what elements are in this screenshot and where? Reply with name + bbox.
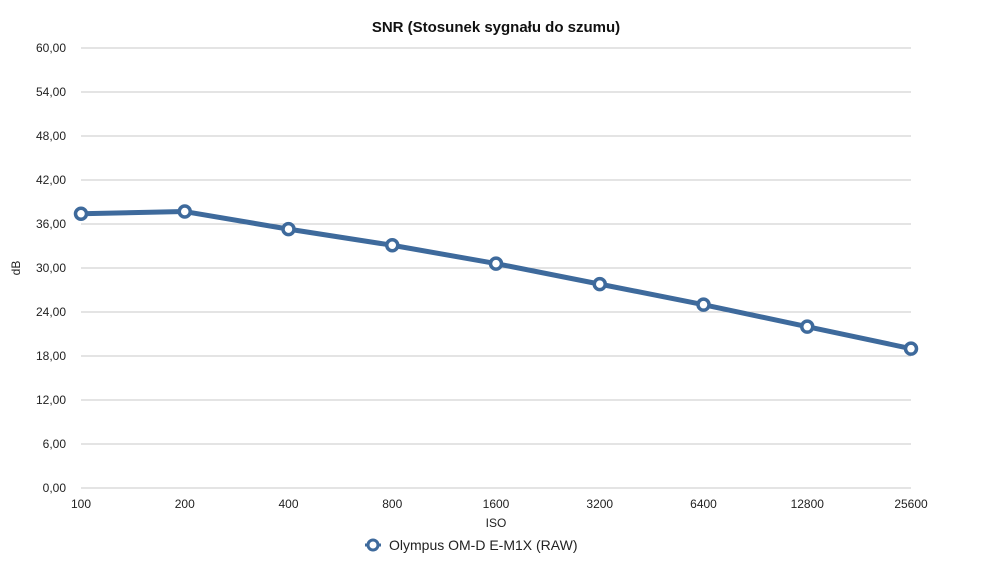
x-axis-ticks: 100 200 400 800 1600 3200 6400 12800 25600 xyxy=(71,497,928,511)
y-tick-label: 48,00 xyxy=(36,129,66,143)
series-layer xyxy=(73,204,919,356)
x-tick-label: 100 xyxy=(71,497,91,511)
data-point xyxy=(800,319,815,334)
x-tick-label: 6400 xyxy=(690,497,717,511)
x-axis-label: ISO xyxy=(486,516,507,530)
y-tick-label: 24,00 xyxy=(36,305,66,319)
y-tick-label: 60,00 xyxy=(36,41,66,55)
y-tick-label: 54,00 xyxy=(36,85,66,99)
x-tick-label: 1600 xyxy=(483,497,510,511)
y-tick-label: 36,00 xyxy=(36,217,66,231)
legend-circle-marker xyxy=(366,538,380,552)
data-point xyxy=(177,204,192,219)
data-point xyxy=(488,256,504,271)
x-tick-label: 12800 xyxy=(791,497,825,511)
y-tick-label: 0,00 xyxy=(43,481,67,495)
series-line xyxy=(78,209,914,352)
x-tick-label: 3200 xyxy=(586,497,613,511)
x-tick-label: 800 xyxy=(382,497,402,511)
legend-label: Olympus OM-D E-M1X (RAW) xyxy=(389,537,577,553)
data-point xyxy=(696,297,711,312)
y-tick-label: 42,00 xyxy=(36,173,66,187)
legend: Olympus OM-D E-M1X (RAW) xyxy=(365,537,577,553)
y-axis-label: dB xyxy=(9,261,23,276)
data-point xyxy=(903,341,919,356)
x-tick-label: 400 xyxy=(278,497,298,511)
y-tick-label: 30,00 xyxy=(36,261,66,275)
y-tick-label: 12,00 xyxy=(36,393,66,407)
data-point xyxy=(281,221,296,237)
y-axis-ticks: 0,00 6,00 12,00 18,00 24,00 30,00 36,00 42,00 48… xyxy=(36,41,66,495)
data-point xyxy=(73,206,89,221)
data-point xyxy=(592,276,607,292)
chart-title: SNR (Stosunek sygnału do szumu) xyxy=(372,19,620,36)
x-tick-label: 25600 xyxy=(894,497,928,511)
y-tick-label: 18,00 xyxy=(36,349,66,363)
data-point xyxy=(385,238,400,253)
x-tick-label: 200 xyxy=(175,497,195,511)
y-tick-label: 6,00 xyxy=(43,437,67,451)
